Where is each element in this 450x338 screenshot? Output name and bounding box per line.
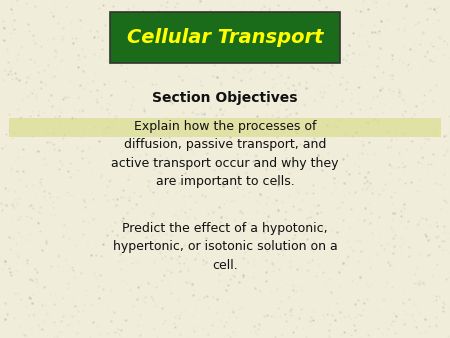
Bar <box>9 118 441 137</box>
Text: Predict the effect of a hypotonic,
hypertonic, or isotonic solution on a
cell.: Predict the effect of a hypotonic, hyper… <box>112 222 338 272</box>
Text: Explain how the processes of
diffusion, passive transport, and
active transport : Explain how the processes of diffusion, … <box>111 120 339 188</box>
Text: Cellular Transport: Cellular Transport <box>127 28 323 47</box>
Text: Section Objectives: Section Objectives <box>152 91 298 105</box>
FancyBboxPatch shape <box>110 12 340 63</box>
